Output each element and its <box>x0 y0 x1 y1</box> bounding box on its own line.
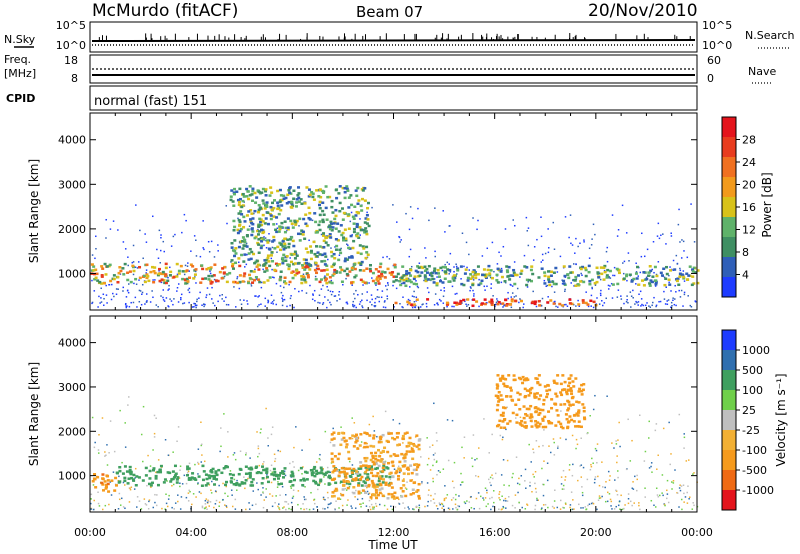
nave-tick-bottom: 0 <box>707 72 714 85</box>
velocity-ytick-2000: 2000 <box>58 425 86 438</box>
velocity-ytick-4000: 4000 <box>58 337 86 350</box>
power-colorbar-tick-1: 8 <box>742 246 749 259</box>
velocity-heatmap <box>90 374 699 511</box>
power-ylabel: Slant Range [km] <box>27 159 41 263</box>
power-ytick-4000: 4000 <box>58 134 86 147</box>
freq-tick-bottom: 8 <box>71 72 78 85</box>
nsky-label: N.Sky <box>4 33 36 46</box>
velocity-colorbar-tick-0: 1000 <box>742 344 770 357</box>
time-tick-3: 12:00 <box>378 526 410 539</box>
power-ytick-2000: 2000 <box>58 223 86 236</box>
freq-label: Freq. <box>4 53 31 66</box>
power-colorbar-tick-5: 24 <box>742 156 756 169</box>
velocity-ylabel: Slant Range [km] <box>27 362 41 466</box>
power-colorbar: 4 8 12 16 20 24 28 <box>721 116 756 298</box>
power-colorbar-tick-2: 12 <box>742 224 756 237</box>
power-panel: 1000 2000 3000 4000 Slant Range [km] <box>27 112 700 311</box>
nsearch-label: N.Search <box>745 29 795 42</box>
velocity-colorbar-tick-3: 25 <box>742 404 756 417</box>
nsearch-tick-top: 10^5 <box>702 19 732 32</box>
nsky-strip: N.Sky 10^5 10^0 10^5 10^0 N.Search <box>4 19 795 53</box>
time-tick-0: 00:00 <box>74 526 106 539</box>
freq-strip: Freq. [MHz] 18 8 60 0 Nave <box>4 53 776 85</box>
nave-tick-top: 60 <box>707 54 721 67</box>
time-axis-label: Time UT <box>367 538 418 552</box>
velocity-ytick-3000: 3000 <box>58 381 86 394</box>
velocity-panel: 1000 2000 3000 4000 Slant Range [km] <box>27 315 699 513</box>
power-colorbar-tick-4: 20 <box>742 179 756 192</box>
nsearch-tick-bottom: 10^0 <box>702 39 732 52</box>
nsky-tick-top: 10^5 <box>56 19 86 32</box>
power-colorbar-tick-0: 4 <box>742 269 749 282</box>
date-title: 20/Nov/2010 <box>588 1 698 21</box>
beam-title: Beam 07 <box>356 3 423 21</box>
power-colorbar-label: Power [dB] <box>760 172 774 237</box>
nave-label: Nave <box>748 65 776 78</box>
power-ytick-1000: 1000 <box>58 267 86 280</box>
power-heatmap <box>90 185 700 309</box>
time-tick-1: 04:00 <box>175 526 207 539</box>
velocity-colorbar-tick-1: 500 <box>742 364 763 377</box>
velocity-colorbar-tick-2: 100 <box>742 384 763 397</box>
velocity-ytick-1000: 1000 <box>58 470 86 483</box>
velocity-colorbar-tick-7: -1000 <box>742 484 774 497</box>
cpid-value: normal (fast) 151 <box>94 94 207 109</box>
cpid-label: CPID <box>6 92 35 105</box>
nsky-tick-bottom: 10^0 <box>56 39 86 52</box>
cpid-strip: CPID normal (fast) 151 <box>6 85 698 111</box>
time-tick-5: 20:00 <box>580 526 612 539</box>
time-tick-labels: 00:00 04:00 08:00 12:00 16:00 20:00 00:00 <box>74 526 713 539</box>
time-tick-6: 00:00 <box>681 526 713 539</box>
velocity-colorbar-tick-6: -500 <box>742 464 767 477</box>
power-ytick-3000: 3000 <box>58 178 86 191</box>
freq-tick-top: 18 <box>64 54 78 67</box>
time-tick-2: 08:00 <box>276 526 308 539</box>
velocity-colorbar-label: Velocity [m s⁻¹] <box>774 373 788 466</box>
time-tick-4: 16:00 <box>479 526 511 539</box>
freq-unit: [MHz] <box>4 67 36 80</box>
power-colorbar-tick-6: 28 <box>742 134 756 147</box>
station-title: McMurdo (fitACF) <box>92 1 238 21</box>
velocity-colorbar-tick-5: -100 <box>742 444 767 457</box>
power-colorbar-tick-3: 16 <box>742 201 756 214</box>
velocity-colorbar: 1000 500 100 25 -25 -100 -500 -1000 <box>721 329 774 511</box>
velocity-colorbar-tick-4: -25 <box>742 424 760 437</box>
